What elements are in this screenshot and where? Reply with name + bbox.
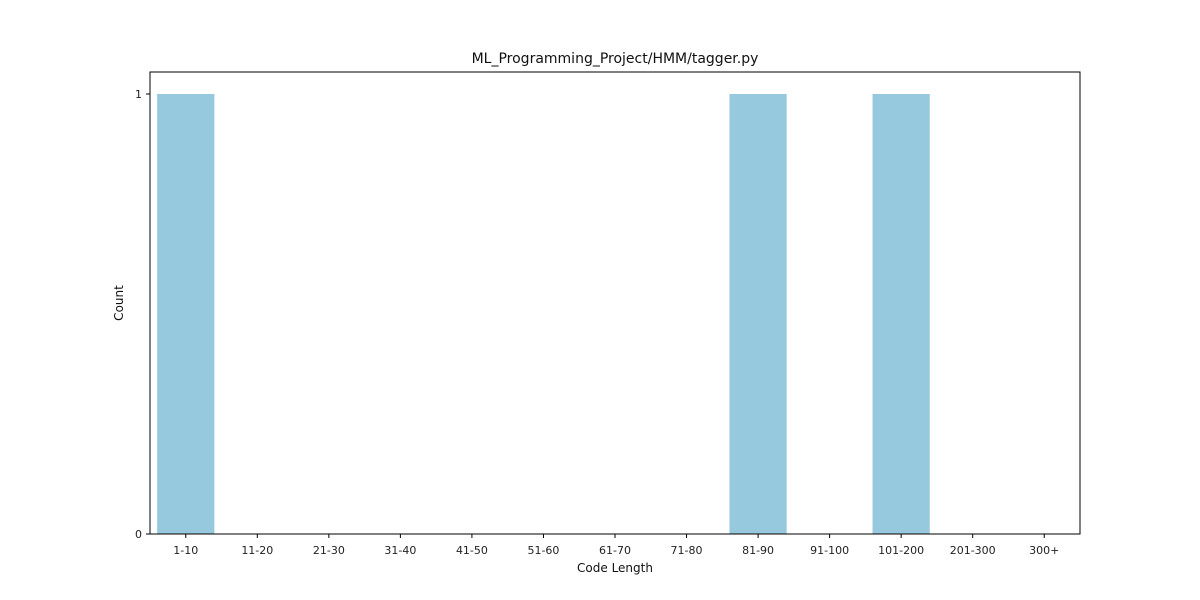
x-tick-label: 61-70 bbox=[599, 544, 631, 557]
x-tick-label: 51-60 bbox=[527, 544, 559, 557]
plot-area-frame bbox=[149, 71, 1081, 535]
x-tick-label: 1-10 bbox=[173, 544, 198, 557]
x-tick-label: 300+ bbox=[1029, 544, 1059, 557]
y-axis-label: Count bbox=[112, 285, 126, 321]
x-tick-label: 101-200 bbox=[878, 544, 924, 557]
x-tick-label: 71-80 bbox=[671, 544, 703, 557]
x-tick-label: 81-90 bbox=[742, 544, 774, 557]
bar-81-90 bbox=[729, 94, 787, 534]
x-tick-label: 91-100 bbox=[810, 544, 849, 557]
x-axis-ticks: 1-10 11-20 21-30 31-40 41-50 51-60 61-70 71-80 8… bbox=[173, 534, 1059, 557]
y-tick-label: 0 bbox=[135, 528, 142, 541]
x-tick-label: 201-300 bbox=[950, 544, 996, 557]
x-tick-label: 31-40 bbox=[384, 544, 416, 557]
bar-1-10 bbox=[157, 94, 215, 534]
x-tick-label: 21-30 bbox=[313, 544, 345, 557]
bars-group bbox=[157, 94, 930, 534]
x-tick-label: 41-50 bbox=[456, 544, 488, 557]
bar-101-200 bbox=[872, 94, 930, 534]
chart-title: ML_Programming_Project/HMM/tagger.py bbox=[472, 51, 759, 67]
x-axis-label: Code Length bbox=[577, 561, 653, 575]
y-axis-ticks: 01 bbox=[135, 88, 150, 541]
x-tick-label: 11-20 bbox=[241, 544, 273, 557]
y-tick-label: 1 bbox=[135, 88, 142, 101]
